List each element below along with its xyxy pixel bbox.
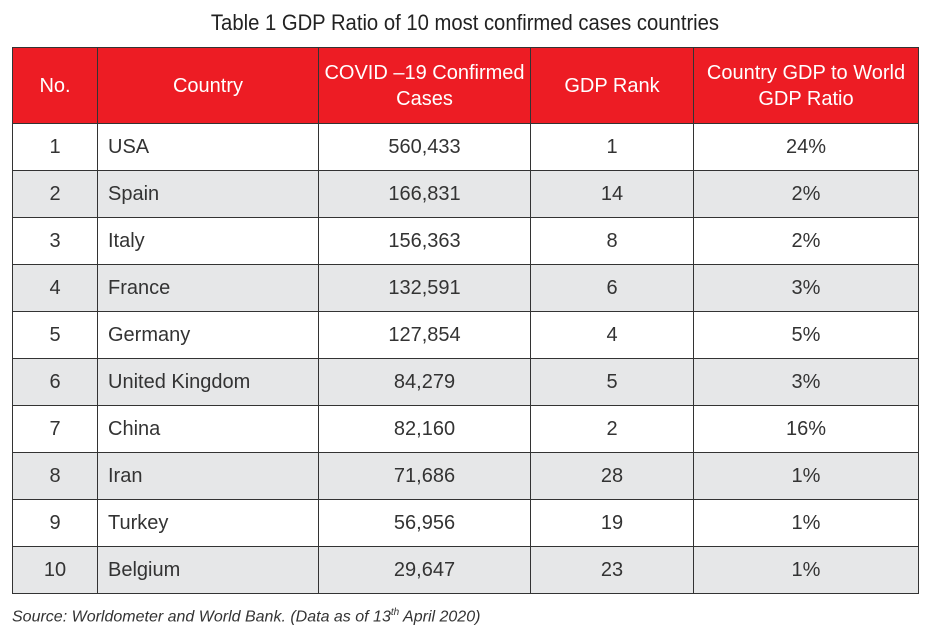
cell-gdp-ratio: 3%: [693, 264, 919, 312]
cell-cases: 156,363: [318, 217, 531, 265]
table-row: 7 China 82,160 2 16%: [12, 405, 919, 453]
cell-country: Spain: [97, 170, 319, 218]
cell-cases: 84,279: [318, 358, 531, 406]
cell-country: China: [97, 405, 319, 453]
cell-gdp-ratio: 16%: [693, 405, 919, 453]
cell-cases: 127,854: [318, 311, 531, 359]
table-row: 1 USA 560,433 1 24%: [12, 123, 919, 171]
cell-cases: 560,433: [318, 123, 531, 171]
cell-no: 2: [12, 170, 98, 218]
table-row: 6 United Kingdom 84,279 5 3%: [12, 358, 919, 406]
cell-no: 6: [12, 358, 98, 406]
table-row: 4 France 132,591 6 3%: [12, 264, 919, 312]
header-no: No.: [12, 47, 98, 124]
cell-gdp-ratio: 2%: [693, 170, 919, 218]
cell-cases: 71,686: [318, 452, 531, 500]
header-gdp-rank: GDP Rank: [530, 47, 694, 124]
cell-gdp-rank: 5: [530, 358, 694, 406]
cell-no: 5: [12, 311, 98, 359]
cell-no: 3: [12, 217, 98, 265]
cell-cases: 29,647: [318, 546, 531, 594]
header-cases: COVID –19 Confirmed Cases: [318, 47, 531, 124]
cell-gdp-rank: 1: [530, 123, 694, 171]
cell-gdp-rank: 6: [530, 264, 694, 312]
gdp-table: No. Country COVID –19 Confirmed Cases GD…: [12, 47, 919, 594]
cell-no: 10: [12, 546, 98, 594]
cell-gdp-ratio: 1%: [693, 546, 919, 594]
cell-gdp-ratio: 3%: [693, 358, 919, 406]
cell-gdp-ratio: 5%: [693, 311, 919, 359]
cell-gdp-ratio: 24%: [693, 123, 919, 171]
cell-gdp-rank: 28: [530, 452, 694, 500]
cell-country: USA: [97, 123, 319, 171]
cell-country: Turkey: [97, 499, 319, 547]
cell-country: Iran: [97, 452, 319, 500]
source-suffix: April 2020): [399, 608, 481, 626]
header-row: No. Country COVID –19 Confirmed Cases GD…: [12, 47, 919, 124]
header-country: Country: [97, 47, 319, 124]
source-text: Source: Worldometer and World Bank. (Dat…: [12, 608, 391, 626]
cell-no: 8: [12, 452, 98, 500]
table-row: 8 Iran 71,686 28 1%: [12, 452, 919, 500]
cell-gdp-ratio: 1%: [693, 452, 919, 500]
table-title: Table 1 GDP Ratio of 10 most confirmed c…: [210, 10, 720, 35]
cell-country: Germany: [97, 311, 319, 359]
header-gdp-ratio: Country GDP to World GDP Ratio: [693, 47, 919, 124]
table-row: 2 Spain 166,831 14 2%: [12, 170, 919, 218]
source-sup: th: [390, 607, 400, 618]
cell-gdp-rank: 14: [530, 170, 694, 218]
cell-country: Italy: [97, 217, 319, 265]
cell-country: Belgium: [97, 546, 319, 594]
cell-gdp-rank: 8: [530, 217, 694, 265]
cell-gdp-rank: 2: [530, 405, 694, 453]
cell-gdp-rank: 4: [530, 311, 694, 359]
cell-country: France: [97, 264, 319, 312]
table-row: 3 Italy 156,363 8 2%: [12, 217, 919, 265]
source-note: Source: Worldometer and World Bank. (Dat…: [12, 607, 480, 626]
cell-cases: 82,160: [318, 405, 531, 453]
cell-cases: 166,831: [318, 170, 531, 218]
cell-no: 4: [12, 264, 98, 312]
cell-no: 1: [12, 123, 98, 171]
table-row: 9 Turkey 56,956 19 1%: [12, 499, 919, 547]
cell-no: 9: [12, 499, 98, 547]
cell-cases: 132,591: [318, 264, 531, 312]
cell-gdp-ratio: 2%: [693, 217, 919, 265]
cell-country: United Kingdom: [97, 358, 319, 406]
cell-gdp-ratio: 1%: [693, 499, 919, 547]
cell-no: 7: [12, 405, 98, 453]
table-row: 10 Belgium 29,647 23 1%: [12, 546, 919, 594]
cell-cases: 56,956: [318, 499, 531, 547]
table-row: 5 Germany 127,854 4 5%: [12, 311, 919, 359]
cell-gdp-rank: 19: [530, 499, 694, 547]
cell-gdp-rank: 23: [530, 546, 694, 594]
